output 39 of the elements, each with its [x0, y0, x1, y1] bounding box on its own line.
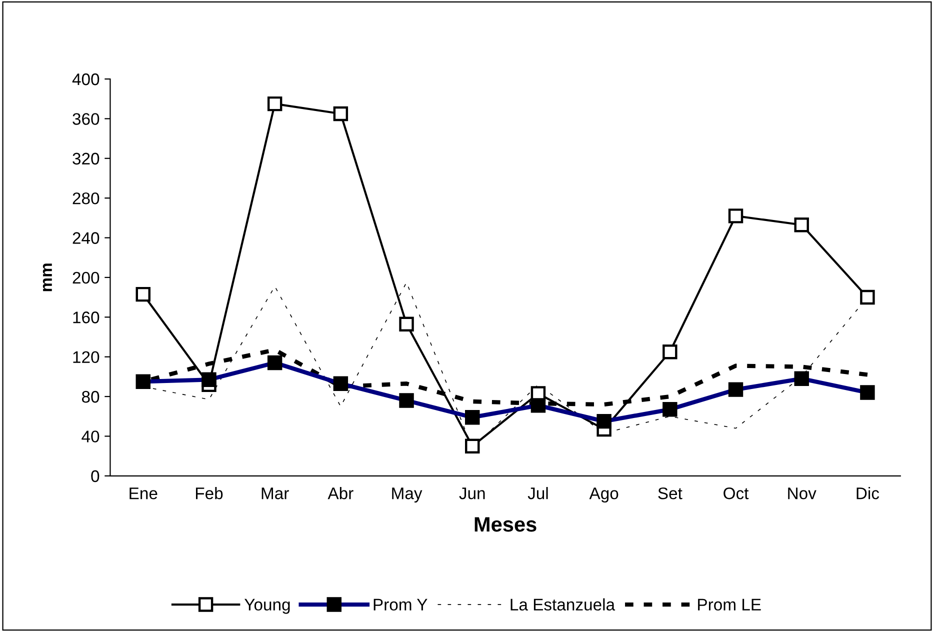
x-tick-label: Ene [130, 488, 158, 500]
point [333, 106, 348, 122]
point [136, 286, 150, 302]
y-tick-label: 360 [72, 113, 100, 125]
legend-label: Young [244, 598, 290, 614]
y-tick-label: 120 [73, 351, 100, 364]
x-tick-label: Ago [589, 488, 618, 503]
x-axis-title: Meses [474, 517, 536, 532]
x-tick-label: Nov [788, 488, 816, 500]
legend-label: Prom Y [374, 598, 428, 611]
x-tick-label: Dic [856, 487, 880, 500]
x-tick-label: Set [658, 487, 682, 500]
y-tick-label: 200 [72, 272, 100, 284]
y-tick-label: 160 [73, 312, 100, 324]
point [399, 316, 414, 332]
x-tick-label: Abr [328, 487, 354, 500]
y-tick-label: 40 [82, 430, 100, 442]
x-tick-label: Feb [196, 487, 223, 500]
y-tick-label: 280 [72, 192, 100, 204]
y-axis-title: mm [42, 264, 52, 292]
x-tick-label: May [392, 488, 422, 503]
point [794, 218, 809, 232]
x-tick-label: Jun [459, 488, 485, 500]
y-tick-label: 80 [82, 390, 100, 403]
point [728, 208, 744, 224]
point [860, 290, 875, 305]
y-tick-label: 240 [72, 232, 100, 244]
legend-label: La Estanzuela [510, 598, 616, 611]
y-tick-label: 400 [72, 73, 100, 86]
point [136, 374, 150, 389]
point [267, 96, 282, 112]
x-tick-label: Oct [724, 487, 749, 500]
point [465, 438, 480, 454]
x-tick-label: Jul [528, 487, 548, 500]
y-tick-label: 320 [72, 152, 100, 165]
legend-label: Prom LE [698, 598, 761, 611]
x-tick-label: Mar [262, 488, 289, 500]
point [662, 344, 678, 360]
y-tick-label: 0 [91, 470, 100, 482]
